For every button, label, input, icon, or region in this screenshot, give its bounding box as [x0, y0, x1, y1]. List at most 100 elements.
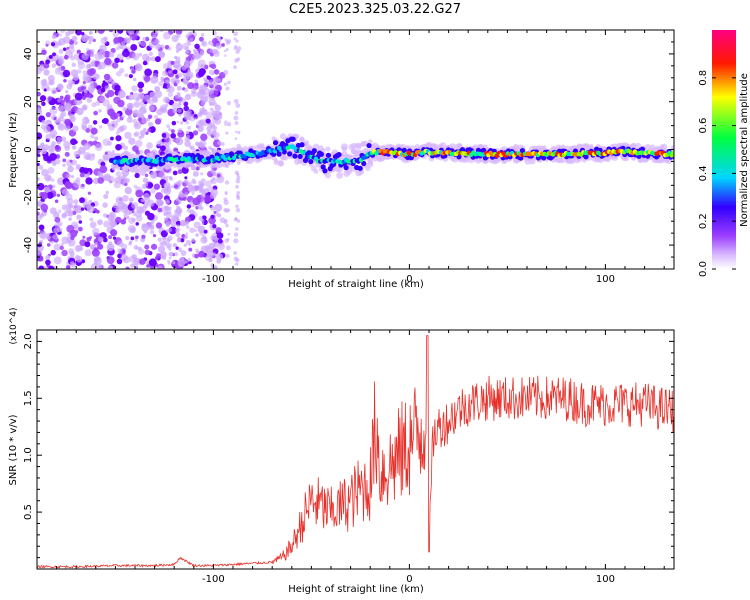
streak-point [174, 252, 179, 257]
noise-point [135, 149, 141, 155]
noise-point [112, 236, 117, 240]
noise-point [149, 229, 155, 235]
noise-point [103, 73, 111, 81]
noise-point [195, 166, 200, 171]
noise-point [156, 44, 161, 49]
noise-point [84, 241, 91, 248]
noise-point [159, 241, 164, 246]
streak-point [234, 58, 239, 63]
noise-point [67, 79, 74, 86]
noise-point [50, 178, 55, 182]
noise-point [154, 192, 163, 201]
noise-point [175, 208, 182, 215]
noise-point [46, 191, 54, 199]
noise-point [145, 131, 149, 135]
noise-point [206, 130, 213, 136]
streak-point [177, 42, 181, 46]
noise-point [101, 98, 110, 107]
streak-point [187, 126, 191, 130]
x-tick-label: 100 [596, 274, 615, 285]
streak-point [168, 256, 172, 260]
streak-point [235, 130, 238, 134]
noise-point [128, 94, 134, 101]
noise-point [165, 79, 170, 84]
noise-point [152, 234, 157, 238]
noise-point [157, 265, 163, 269]
noise-point [102, 213, 108, 218]
streak-point [223, 199, 229, 206]
noise-point [117, 30, 124, 34]
streak-point [176, 224, 180, 228]
streak-point [187, 138, 190, 141]
ridge-halo [277, 160, 285, 167]
noise-point [131, 52, 140, 61]
noise-point [69, 251, 75, 257]
streak-point [177, 108, 182, 114]
noise-point [40, 192, 48, 200]
noise-point [97, 243, 104, 250]
noise-point [115, 216, 122, 224]
streak-point [166, 175, 169, 179]
noise-point [129, 66, 134, 70]
noise-point [107, 175, 115, 184]
streak-point [166, 148, 169, 151]
ridge-halo [570, 157, 575, 162]
noise-point [37, 248, 42, 256]
noise-point [37, 214, 43, 221]
noise-point [78, 220, 83, 224]
streak-point [209, 48, 214, 53]
streak-point [224, 54, 227, 57]
noise-point [204, 80, 208, 84]
noise-point [157, 207, 163, 213]
noise-point [83, 92, 90, 98]
noise-point [73, 199, 79, 205]
streak-point [225, 224, 229, 228]
colorbar-tick-label: 0.0 [698, 261, 709, 277]
noise-point [124, 186, 132, 195]
noise-point [159, 107, 164, 113]
streak-point [234, 111, 239, 115]
streak-point [199, 49, 204, 54]
streak-point [224, 49, 227, 53]
noise-point [139, 129, 146, 136]
noise-point [172, 243, 178, 248]
noise-point [54, 222, 61, 229]
noise-point [167, 91, 174, 97]
noise-point [107, 89, 115, 98]
ridge-band [401, 147, 407, 153]
noise-point [110, 136, 114, 141]
noise-point [37, 255, 44, 262]
snr-frame [36, 329, 675, 570]
noise-point [93, 256, 102, 265]
noise-point [37, 182, 45, 191]
noise-point [111, 62, 119, 69]
noise-point [52, 234, 59, 240]
noise-point [88, 30, 93, 35]
noise-point [84, 249, 92, 257]
noise-point [79, 197, 85, 204]
noise-point [121, 115, 125, 119]
noise-point [68, 30, 75, 35]
noise-point [148, 41, 156, 49]
noise-point [209, 192, 217, 199]
noise-point [117, 90, 126, 99]
streak-point [175, 33, 181, 39]
noise-point [172, 69, 178, 75]
streak-point [233, 65, 237, 70]
ridge-halo [630, 143, 637, 149]
noise-point [63, 54, 69, 60]
noise-point [135, 30, 141, 36]
noise-point [160, 145, 166, 152]
noise-point [48, 54, 53, 59]
noise-point [56, 98, 62, 103]
noise-point [200, 95, 209, 103]
noise-point [123, 213, 128, 218]
noise-point [46, 243, 51, 247]
noise-point [133, 77, 137, 82]
noise-point [45, 59, 50, 65]
noise-point [113, 181, 122, 189]
streak-point [236, 219, 241, 223]
noise-point [63, 140, 71, 149]
noise-point [75, 165, 81, 171]
noise-point [37, 66, 42, 75]
